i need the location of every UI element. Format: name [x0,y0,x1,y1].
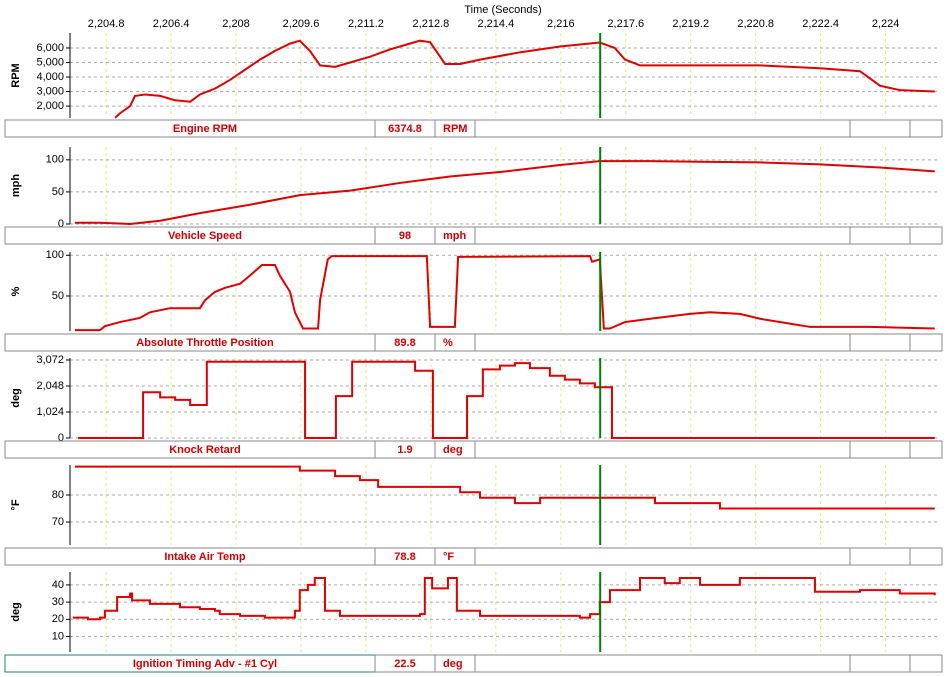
data-line [78,360,935,439]
readout-value: 78.8 [394,551,415,563]
x-tick-label: 2,217.6 [607,18,644,30]
y-tick-label: 50 [52,186,64,198]
x-tick-label: 2,222.4 [802,18,839,30]
data-line [74,255,935,332]
plot-area [70,252,940,331]
y-tick-label: 4,000 [36,71,64,83]
readout-unit: deg [443,658,463,670]
readout-cell [909,440,943,459]
y-axis-title: % [10,286,22,296]
readout-bar: Absolute Throttle Position 89.8% [4,333,943,352]
readout-cell [849,440,911,459]
readout-cell [909,547,943,566]
y-tick-label: 80 [52,489,64,501]
y-tick-label: 3,072 [36,354,64,366]
readout-cell [909,119,943,138]
readout-unit: °F [443,551,454,563]
y-tick-label: 50 [52,290,64,302]
x-tick-label: 2,204.8 [88,18,125,30]
readout-name: Absolute Throttle Position [136,337,274,349]
x-tick-label: 2,209.6 [283,18,320,30]
readout-unit: % [443,337,453,349]
y-tick-label: 0 [58,218,64,230]
x-tick-label: 2,216 [547,18,575,30]
y-tick-label: 30 [52,596,64,608]
y-tick-label: 3,000 [36,85,64,97]
readout-value: 98 [399,230,411,242]
x-tick-label: 2,206.4 [153,18,190,30]
y-axis-title: °F [10,499,22,510]
readout-cell [474,119,851,138]
y-tick-label: 0 [58,432,64,444]
y-tick-label: 40 [52,579,64,591]
readout-name: Engine RPM [173,123,237,135]
y-tick-label: 2,000 [36,100,64,112]
x-tick-label: 2,219.2 [672,18,709,30]
y-tick-label: 1,024 [36,406,64,418]
readout-cell [474,226,851,245]
y-tick-label: 5,000 [36,56,64,68]
readout-cell [434,333,476,352]
readout-cell [909,654,943,673]
y-tick-label: 10 [52,630,64,642]
readout-bar: Intake Air Temp 78.8 °F [4,547,943,566]
plot-area [70,33,940,118]
readout-bar: Vehicle Speed 98 mph [4,226,943,245]
readout-cell [474,333,851,352]
readout-cell [474,654,851,673]
y-tick-label: 100 [46,154,64,166]
y-axis-title: RPM [10,63,22,87]
plot-area [70,465,940,545]
data-line [72,577,936,621]
readout-cell [849,654,911,673]
y-axis-title: deg [10,388,22,408]
y-tick-label: 6,000 [36,42,64,54]
data-line [74,465,935,510]
readout-value: 1.9 [397,444,412,456]
x-tick-label: 2,211.2 [348,18,384,30]
x-tick-label: 2,224 [872,18,900,30]
x-tick-label: 2,220.8 [737,18,774,30]
y-axis-title: deg [10,602,22,622]
x-axis-title: Time (Seconds) [464,4,541,16]
readout-unit: RPM [443,123,467,135]
y-tick-label: 20 [52,613,64,625]
readout-name: Ignition Timing Adv - #1 Cyl [133,658,277,670]
readout-cell [434,547,476,566]
readout-cell [909,333,943,352]
readout-cell [474,440,851,459]
readout-name: Intake Air Temp [164,551,246,563]
y-tick-label: 100 [46,249,64,261]
readout-cell [849,333,911,352]
y-tick-label: 70 [52,516,64,528]
readout-bar: Engine RPM 6374.8 RPM [4,119,943,138]
readout-cell [849,547,911,566]
readout-bar: Knock Retard 1.9 deg [4,440,943,459]
readout-value: 89.8 [394,337,415,349]
x-tick-label: 2,214.4 [478,18,515,30]
data-line [74,160,935,226]
readout-cell [849,226,911,245]
plot-area [70,572,940,652]
plot-area [70,358,940,438]
readout-bar: Ignition Timing Adv - #1 Cyl 22.5 deg [4,654,943,673]
readout-name: Knock Retard [169,444,241,456]
y-tick-label: 2,048 [36,380,64,392]
readout-unit: mph [443,230,467,242]
x-tick-label: 2,208 [222,18,250,30]
readout-cell [474,547,851,566]
readout-unit: deg [443,444,463,456]
x-tick-label: 2,212.8 [413,18,450,30]
y-axis-title: mph [10,174,22,198]
readout-cell [849,119,911,138]
readout-cell [909,226,943,245]
data-line [114,39,935,119]
readout-name: Vehicle Speed [168,230,242,242]
readout-value: 22.5 [394,658,415,670]
readout-value: 6374.8 [388,123,422,135]
